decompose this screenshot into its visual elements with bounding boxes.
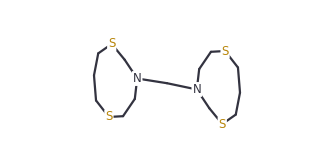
Text: S: S <box>218 118 226 130</box>
Text: N: N <box>192 83 201 96</box>
Text: S: S <box>221 45 229 57</box>
Text: N: N <box>133 72 142 85</box>
Text: S: S <box>108 38 116 50</box>
Text: S: S <box>105 111 113 123</box>
